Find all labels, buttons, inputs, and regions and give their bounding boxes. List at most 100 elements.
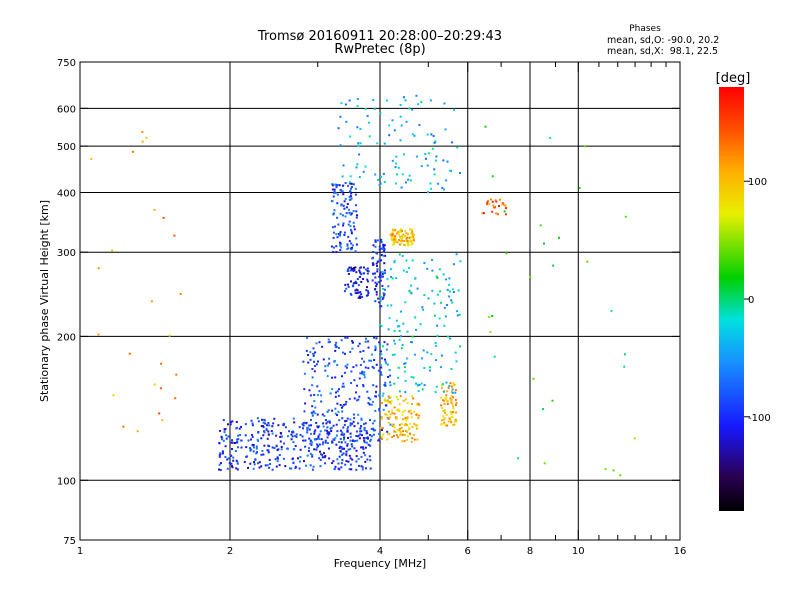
echo-point bbox=[430, 133, 433, 136]
echo-point bbox=[375, 337, 378, 340]
echo-point bbox=[234, 442, 236, 444]
echo-point bbox=[420, 165, 423, 168]
echo-point bbox=[395, 416, 398, 419]
echo-point bbox=[322, 422, 325, 425]
echo-point bbox=[305, 464, 307, 467]
echo-point bbox=[218, 455, 221, 458]
echo-point bbox=[324, 441, 327, 444]
echo-point bbox=[492, 204, 495, 207]
echo-point bbox=[349, 439, 352, 442]
echo-point bbox=[415, 155, 418, 158]
echo-point bbox=[343, 207, 346, 210]
echo-point bbox=[374, 173, 377, 176]
echo-point bbox=[378, 409, 381, 412]
x-tick-label-8: 8 bbox=[527, 546, 533, 557]
echo-point bbox=[406, 357, 409, 360]
echo-point bbox=[340, 446, 343, 449]
echo-point bbox=[440, 301, 442, 304]
echo-point bbox=[292, 461, 295, 464]
echo-point bbox=[221, 437, 224, 440]
echo-point bbox=[372, 244, 375, 247]
echo-point bbox=[332, 212, 335, 215]
echo-point bbox=[343, 234, 346, 236]
echo-point bbox=[366, 278, 369, 281]
echo-point bbox=[504, 204, 507, 207]
echo-point bbox=[351, 186, 353, 188]
echo-point bbox=[442, 383, 445, 386]
echo-point bbox=[349, 422, 352, 425]
echo-point bbox=[393, 235, 396, 238]
echo-point bbox=[362, 437, 365, 440]
echo-point bbox=[348, 191, 351, 193]
echo-point bbox=[327, 409, 330, 412]
echo-point bbox=[253, 446, 255, 449]
echo-point bbox=[399, 395, 402, 398]
echo-point bbox=[328, 362, 331, 365]
echo-point bbox=[407, 240, 410, 243]
echo-point bbox=[349, 195, 352, 198]
echo-point bbox=[366, 286, 368, 289]
echo-point bbox=[452, 407, 455, 410]
echo-point bbox=[436, 276, 439, 279]
echo-point bbox=[354, 187, 357, 190]
colorbar-tick-label-100: 100 bbox=[748, 177, 767, 188]
echo-point bbox=[251, 435, 254, 438]
echo-point bbox=[383, 142, 386, 145]
echo-point bbox=[336, 402, 339, 405]
echo-point bbox=[397, 408, 400, 411]
echo-point bbox=[358, 342, 361, 345]
echo-point bbox=[378, 438, 381, 441]
echo-point bbox=[90, 157, 93, 160]
echo-point bbox=[377, 178, 380, 181]
echo-point bbox=[334, 376, 337, 379]
echo-point bbox=[624, 215, 627, 218]
echo-point bbox=[421, 388, 424, 391]
data-points bbox=[90, 94, 636, 477]
echo-point bbox=[400, 426, 403, 429]
echo-point bbox=[404, 417, 407, 420]
echo-point bbox=[367, 290, 370, 293]
echo-point bbox=[317, 360, 319, 363]
echo-point bbox=[298, 467, 301, 470]
echo-point bbox=[410, 416, 413, 419]
echo-point bbox=[291, 457, 294, 460]
echo-point bbox=[346, 203, 349, 205]
echo-point bbox=[334, 225, 336, 228]
echo-point bbox=[532, 377, 535, 380]
echo-point bbox=[398, 233, 400, 236]
echo-point bbox=[393, 238, 396, 241]
echo-point bbox=[336, 202, 339, 205]
echo-point bbox=[381, 247, 384, 250]
echo-point bbox=[372, 272, 375, 275]
echo-point bbox=[482, 212, 485, 215]
echo-point bbox=[364, 446, 367, 449]
echo-point bbox=[128, 352, 131, 355]
echo-point bbox=[338, 347, 340, 349]
echo-point bbox=[408, 174, 411, 177]
echo-point bbox=[257, 462, 260, 465]
echo-point bbox=[488, 203, 491, 206]
echo-point bbox=[357, 413, 360, 416]
echo-point bbox=[393, 339, 396, 342]
colorbar-tick-label-0: 0 bbox=[748, 295, 754, 306]
echo-point bbox=[405, 181, 407, 184]
echo-point bbox=[339, 437, 342, 440]
echo-point bbox=[315, 342, 318, 345]
echo-point bbox=[240, 425, 243, 428]
echo-point bbox=[454, 404, 457, 406]
echo-point bbox=[404, 391, 407, 394]
echo-point bbox=[389, 423, 392, 426]
echo-point bbox=[369, 444, 372, 447]
echo-point bbox=[429, 366, 431, 369]
echo-point bbox=[391, 353, 394, 356]
echo-point bbox=[360, 446, 363, 449]
echo-point bbox=[298, 426, 301, 429]
echo-point bbox=[391, 238, 394, 241]
echo-point bbox=[429, 182, 432, 185]
echo-point bbox=[153, 383, 156, 386]
echo-point bbox=[334, 465, 337, 468]
echo-point bbox=[374, 288, 377, 290]
echo-point bbox=[335, 186, 338, 189]
echo-point bbox=[388, 416, 391, 419]
echo-point bbox=[348, 99, 351, 102]
